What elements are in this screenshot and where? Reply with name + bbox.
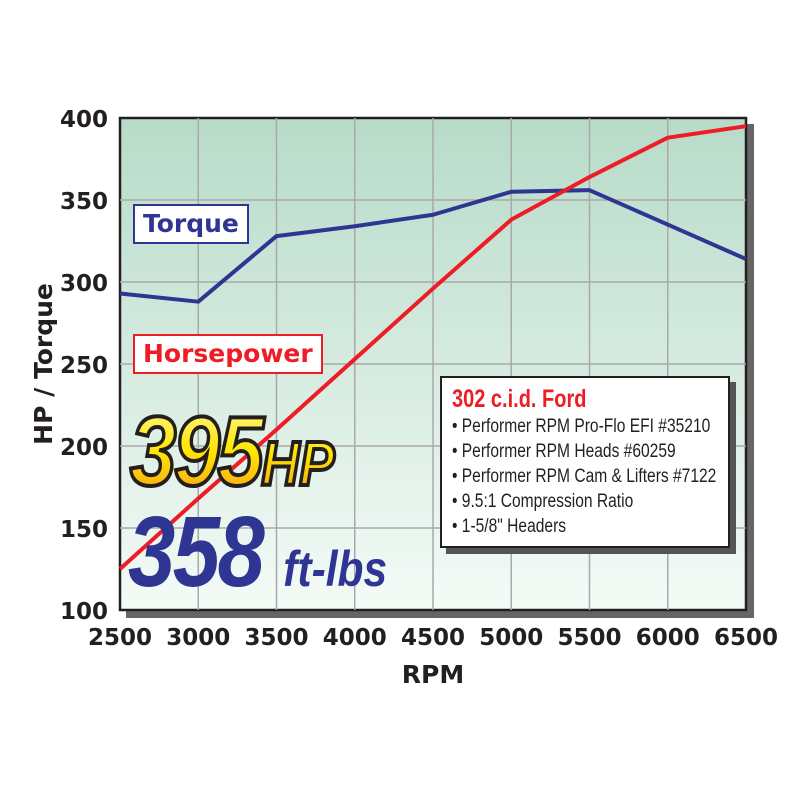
torque-legend-label: Torque <box>133 204 249 244</box>
x-tick-label: 6000 <box>636 625 700 651</box>
x-tick-label: 6500 <box>714 625 778 651</box>
x-tick-label: 3500 <box>244 625 308 651</box>
x-tick-label: 3000 <box>166 625 230 651</box>
y-tick-label: 300 <box>60 271 108 297</box>
hp-value: 395 <box>128 394 265 508</box>
y-axis-label: HP / Torque <box>29 283 58 445</box>
horsepower-legend-label: Horsepower <box>133 334 323 374</box>
x-tick-label: 5000 <box>479 625 543 651</box>
torque-unit: ft-lbs <box>283 541 388 597</box>
y-tick-label: 100 <box>60 599 108 625</box>
spec-item: • Performer RPM Cam & Lifters #7122 <box>452 466 717 487</box>
y-tick-label: 400 <box>60 107 108 133</box>
torque-value: 358 <box>128 496 265 608</box>
spec-box: 302 c.i.d. Ford • Performer RPM Pro-Flo … <box>440 376 730 548</box>
spec-item: • 1-5/8" Headers <box>452 516 567 537</box>
x-tick-label: 4500 <box>401 625 465 651</box>
spec-item: • 9.5:1 Compression Ratio <box>452 491 634 512</box>
spec-title: 302 c.i.d. Ford <box>452 385 587 413</box>
y-tick-label: 150 <box>60 517 108 543</box>
y-tick-label: 200 <box>60 435 108 461</box>
y-tick-label: 250 <box>60 353 108 379</box>
x-tick-label: 2500 <box>88 625 152 651</box>
spec-item: • Performer RPM Heads #60259 <box>452 441 676 462</box>
x-tick-label: 5500 <box>557 625 621 651</box>
y-tick-label: 350 <box>60 189 108 215</box>
torque-headline: 358 ft-lbs <box>128 495 387 610</box>
spec-item: • Performer RPM Pro-Flo EFI #35210 <box>452 416 711 437</box>
x-tick-label: 4000 <box>323 625 387 651</box>
hp-headline: 395HP <box>128 394 337 508</box>
x-axis-label: RPM <box>402 660 464 689</box>
hp-unit: HP <box>260 428 337 501</box>
